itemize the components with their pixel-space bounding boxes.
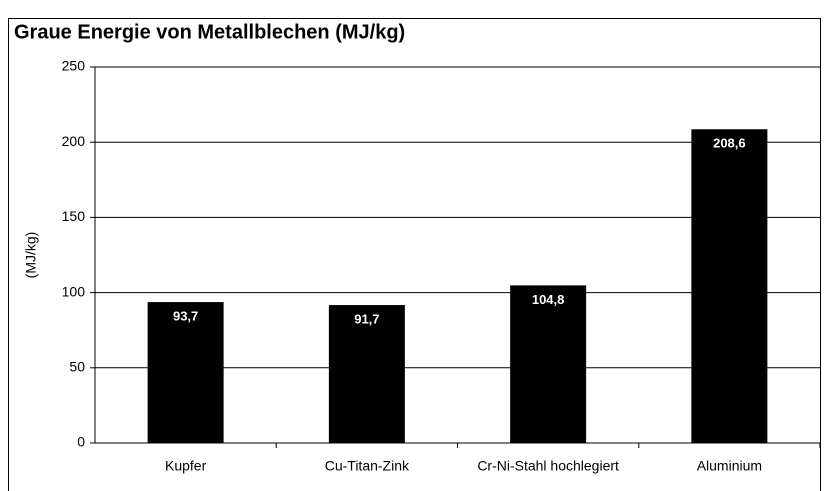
x-tick-label: Cu-Titan-Zink <box>325 458 410 474</box>
y-tick-label: 0 <box>77 434 85 450</box>
x-tick-label: Cr-Ni-Stahl hochlegiert <box>477 458 619 474</box>
bar <box>510 285 587 443</box>
bar <box>328 305 405 443</box>
x-tick-label: Kupfer <box>165 458 207 474</box>
bar <box>691 129 768 443</box>
bar <box>147 302 224 443</box>
frame <box>8 18 821 491</box>
y-tick-label: 200 <box>62 133 86 149</box>
value-label: 91,7 <box>354 312 379 327</box>
value-label: 208,6 <box>713 136 746 151</box>
chart-title: Graue Energie von Metallblechen (MJ/kg) <box>14 21 405 43</box>
y-axis-label: (MJ/kg) <box>23 232 39 279</box>
y-tick-label: 150 <box>62 208 86 224</box>
y-tick-label: 250 <box>62 58 86 74</box>
value-label: 104,8 <box>532 292 565 307</box>
y-tick-label: 50 <box>69 359 85 375</box>
y-tick-label: 100 <box>62 283 86 299</box>
value-label: 93,7 <box>173 309 198 324</box>
x-tick-label: Aluminium <box>697 458 762 474</box>
